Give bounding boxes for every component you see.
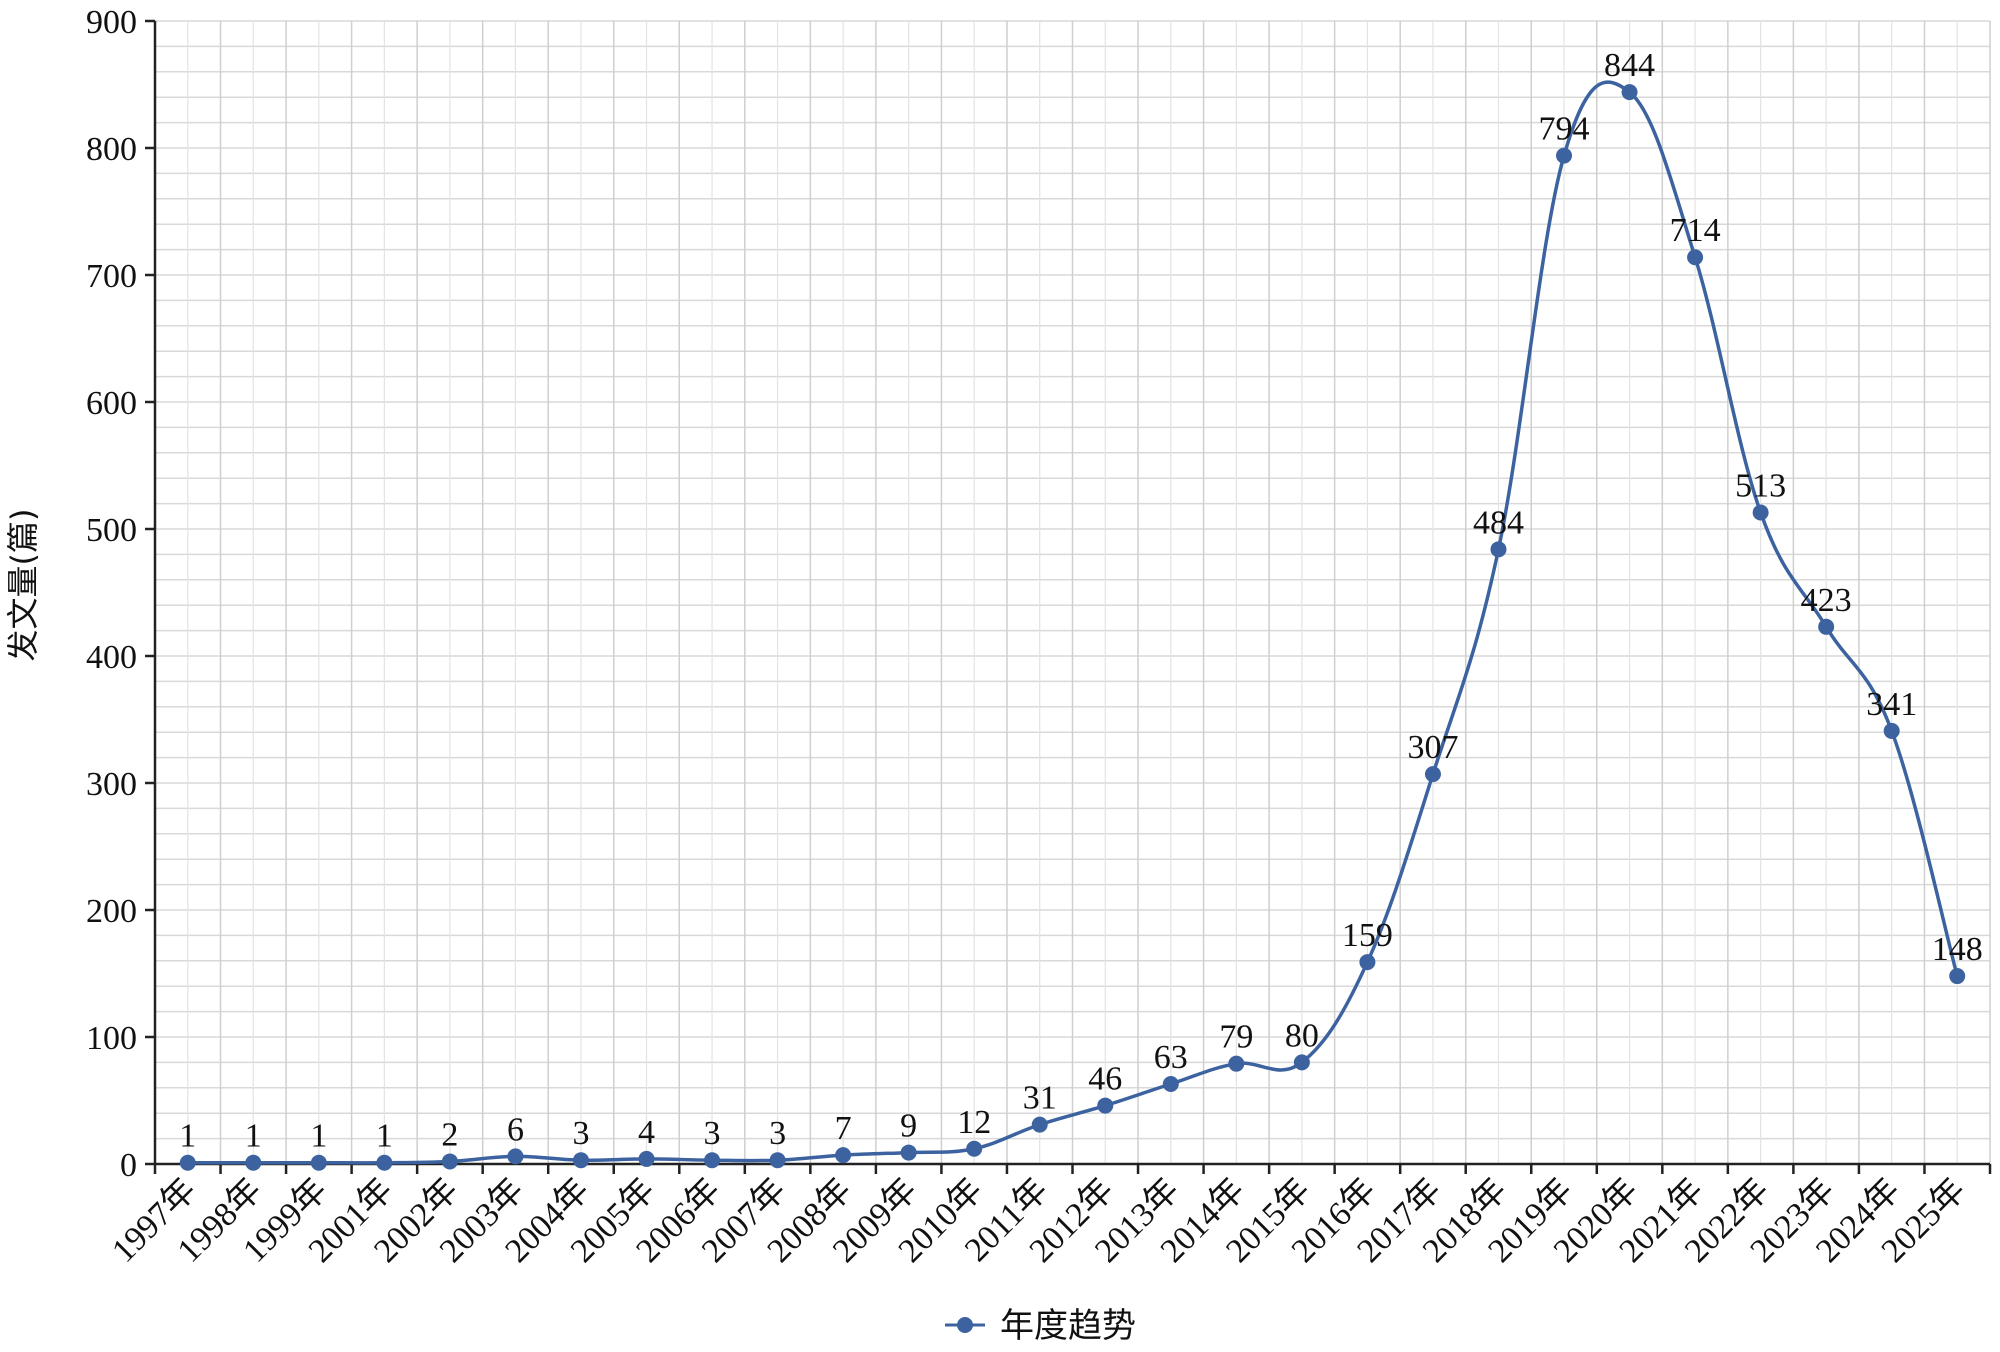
data-label: 12 bbox=[957, 1104, 991, 1141]
data-point[interactable] bbox=[704, 1152, 721, 1169]
data-label: 63 bbox=[1154, 1039, 1188, 1076]
y-tick-label: 100 bbox=[86, 1020, 137, 1057]
data-point[interactable] bbox=[441, 1153, 458, 1170]
data-label: 423 bbox=[1801, 582, 1852, 619]
y-axis-label: 发文量(篇) bbox=[4, 509, 42, 662]
data-point[interactable] bbox=[1621, 84, 1638, 101]
legend[interactable]: 年度趋势 bbox=[945, 1306, 1136, 1346]
data-point[interactable] bbox=[1687, 249, 1704, 266]
data-point[interactable] bbox=[835, 1147, 852, 1164]
data-label: 6 bbox=[507, 1111, 524, 1148]
data-point[interactable] bbox=[1949, 968, 1966, 985]
data-label: 1 bbox=[376, 1118, 393, 1155]
data-point[interactable] bbox=[1162, 1075, 1179, 1092]
data-label: 513 bbox=[1735, 467, 1786, 504]
y-tick-label: 400 bbox=[86, 639, 137, 676]
y-tick-label: 600 bbox=[86, 385, 137, 422]
data-point[interactable] bbox=[1424, 766, 1441, 783]
data-point[interactable] bbox=[966, 1140, 983, 1157]
data-label: 46 bbox=[1088, 1061, 1122, 1098]
data-point[interactable] bbox=[376, 1154, 393, 1171]
y-tick-label: 0 bbox=[120, 1147, 137, 1184]
data-label: 794 bbox=[1539, 111, 1590, 148]
data-label: 341 bbox=[1866, 686, 1917, 723]
data-label: 9 bbox=[900, 1108, 917, 1145]
data-point[interactable] bbox=[1228, 1055, 1245, 1072]
data-label: 307 bbox=[1407, 729, 1458, 766]
y-tick-label: 500 bbox=[86, 512, 137, 549]
y-tick-label: 300 bbox=[86, 766, 137, 803]
data-label: 31 bbox=[1023, 1080, 1057, 1117]
legend-marker-icon bbox=[957, 1317, 973, 1333]
data-label: 148 bbox=[1932, 931, 1983, 968]
data-label: 484 bbox=[1473, 504, 1524, 541]
data-point[interactable] bbox=[1359, 954, 1376, 971]
y-tick-label: 800 bbox=[86, 131, 137, 168]
data-point[interactable] bbox=[245, 1154, 262, 1171]
data-label: 7 bbox=[835, 1110, 852, 1147]
data-label: 1 bbox=[179, 1118, 196, 1155]
data-point[interactable] bbox=[1883, 722, 1900, 739]
y-tick-label: 200 bbox=[86, 893, 137, 930]
data-label: 2 bbox=[441, 1116, 458, 1153]
data-label: 3 bbox=[572, 1115, 589, 1152]
data-point[interactable] bbox=[1556, 147, 1573, 164]
data-point[interactable] bbox=[310, 1154, 327, 1171]
y-tick-label: 900 bbox=[86, 4, 137, 41]
data-point[interactable] bbox=[1818, 618, 1835, 635]
legend-label: 年度趋势 bbox=[1000, 1306, 1136, 1346]
data-point[interactable] bbox=[769, 1152, 786, 1169]
data-label: 159 bbox=[1342, 917, 1393, 954]
data-label: 3 bbox=[769, 1115, 786, 1152]
data-point[interactable] bbox=[1293, 1054, 1310, 1071]
data-label: 844 bbox=[1604, 47, 1655, 84]
data-point[interactable] bbox=[900, 1144, 917, 1161]
data-point[interactable] bbox=[507, 1148, 524, 1165]
data-label: 1 bbox=[245, 1118, 262, 1155]
data-point[interactable] bbox=[179, 1154, 196, 1171]
data-point[interactable] bbox=[1490, 541, 1507, 558]
data-point[interactable] bbox=[638, 1150, 655, 1167]
data-label: 3 bbox=[704, 1115, 721, 1152]
grid bbox=[154, 20, 1991, 1165]
data-label: 79 bbox=[1219, 1019, 1253, 1056]
data-point[interactable] bbox=[1097, 1097, 1114, 1114]
series-layer bbox=[179, 80, 1966, 1171]
data-point[interactable] bbox=[1031, 1116, 1048, 1133]
data-point[interactable] bbox=[1752, 504, 1769, 521]
data-label: 1 bbox=[310, 1118, 327, 1155]
data-label: 714 bbox=[1670, 212, 1721, 249]
data-point[interactable] bbox=[572, 1152, 589, 1169]
data-label: 4 bbox=[638, 1114, 655, 1151]
data-label: 80 bbox=[1285, 1017, 1319, 1054]
y-tick-label: 700 bbox=[86, 258, 137, 295]
